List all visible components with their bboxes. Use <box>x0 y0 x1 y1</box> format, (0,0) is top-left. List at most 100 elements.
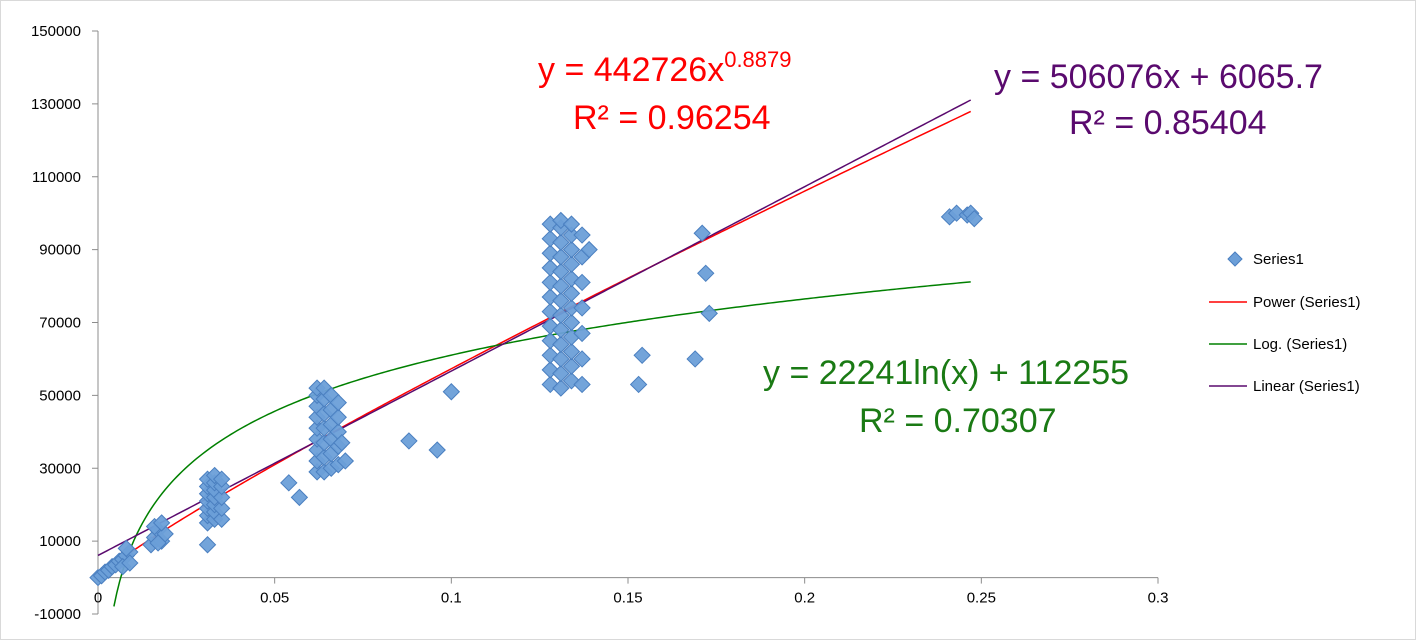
legend-item-power: Power (Series1) <box>1209 294 1361 311</box>
data-point <box>686 350 704 368</box>
trendline-log <box>113 281 971 607</box>
data-point <box>212 470 231 488</box>
linear-r-squared: R² = 0.85404 <box>1069 104 1267 142</box>
data-point <box>552 321 570 339</box>
data-point <box>562 342 581 361</box>
data-point <box>212 510 231 528</box>
log-r-squared: R² = 0.70307 <box>859 402 1057 440</box>
y-tick-label: 50000 <box>39 387 81 404</box>
data-point <box>541 244 559 262</box>
data-point <box>562 372 581 390</box>
data-point <box>552 291 570 310</box>
data-point <box>541 317 559 335</box>
data-point <box>541 229 559 248</box>
data-point <box>562 313 581 332</box>
x-tick-label: 0.3 <box>1148 590 1169 607</box>
x-tick-label: 0.05 <box>260 590 289 607</box>
data-point <box>290 488 309 507</box>
data-point <box>541 375 559 394</box>
power-equation: y = 442726x0.8879 <box>538 47 792 89</box>
data-point <box>152 514 171 532</box>
data-point <box>693 224 711 242</box>
data-point <box>336 452 355 470</box>
x-tick-label: 0.2 <box>794 590 815 607</box>
data-point <box>212 488 231 507</box>
y-tick-label: -10000 <box>34 606 81 623</box>
data-point <box>552 262 570 281</box>
data-point <box>541 346 559 365</box>
trendline-power <box>99 110 972 577</box>
data-point <box>562 255 581 273</box>
data-point <box>541 259 559 277</box>
y-tick-label: 90000 <box>39 242 81 259</box>
data-point <box>697 264 715 283</box>
y-tick-label: 30000 <box>39 460 81 477</box>
legend-item-log: Log. (Series1) <box>1209 336 1347 353</box>
data-point <box>149 534 167 552</box>
data-point <box>552 211 570 230</box>
data-point <box>541 288 559 306</box>
data-points <box>89 204 983 587</box>
data-point <box>629 375 648 394</box>
data-point <box>541 273 559 292</box>
data-point <box>117 539 135 558</box>
data-point <box>552 335 570 354</box>
y-tick-label: 70000 <box>39 315 81 332</box>
data-point <box>552 233 570 252</box>
data-point <box>552 277 570 295</box>
data-point <box>329 408 347 426</box>
data-point <box>562 357 581 375</box>
data-point <box>965 209 983 228</box>
data-point <box>580 240 598 259</box>
y-tick-label: 110000 <box>32 169 81 186</box>
data-point <box>198 536 217 554</box>
data-point <box>633 346 651 365</box>
data-point <box>700 304 718 323</box>
data-point <box>573 273 591 292</box>
data-point <box>541 302 559 321</box>
data-point <box>573 299 591 317</box>
data-point <box>428 441 446 459</box>
data-point <box>552 350 570 368</box>
data-point <box>400 432 418 450</box>
legend-diamond-marker <box>1227 251 1243 267</box>
data-point <box>121 554 139 572</box>
data-point <box>212 499 231 518</box>
legend-item-linear: Linear (Series1) <box>1209 378 1360 395</box>
x-tick-label: 0.15 <box>613 590 642 607</box>
data-point <box>573 375 591 394</box>
data-point <box>552 248 570 266</box>
data-point <box>552 306 570 324</box>
log-equation: y = 22241ln(x) + 112255 <box>763 354 1129 392</box>
trendlines <box>97 99 972 607</box>
y-tick-label: 10000 <box>39 533 81 550</box>
x-tick-label: 0.1 <box>441 590 462 607</box>
data-point <box>541 361 559 379</box>
legend-label-power: Power (Series1) <box>1253 294 1361 311</box>
linear-equation: y = 506076x + 6065.7 <box>994 58 1323 96</box>
trendline-linear <box>97 99 972 557</box>
data-point <box>562 270 581 288</box>
power-exponent: 0.8879 <box>724 47 791 72</box>
data-point <box>280 474 298 492</box>
data-point <box>573 350 591 368</box>
data-point <box>442 383 461 401</box>
data-point <box>562 215 581 233</box>
legend-item-series1: Series1 <box>1227 251 1304 268</box>
legend-label-series1: Series1 <box>1253 251 1304 268</box>
power-r-squared: R² = 0.96254 <box>573 99 771 137</box>
x-tick-label: 0 <box>94 590 102 607</box>
legend-label-log: Log. (Series1) <box>1253 336 1347 353</box>
data-point <box>573 324 591 343</box>
y-tick-label: 150000 <box>31 23 81 40</box>
data-point <box>573 226 591 244</box>
legend: Series1 Power (Series1) Log. (Series1) L… <box>1209 251 1361 395</box>
data-point <box>562 240 581 259</box>
axes: -10000 10000 30000 50000 70000 90000 110000 130… <box>31 23 1168 623</box>
data-point <box>562 284 581 303</box>
y-tick-label: 130000 <box>31 96 81 113</box>
x-tick-label: 0.25 <box>967 590 996 607</box>
data-point <box>329 393 347 412</box>
data-point <box>947 204 966 222</box>
